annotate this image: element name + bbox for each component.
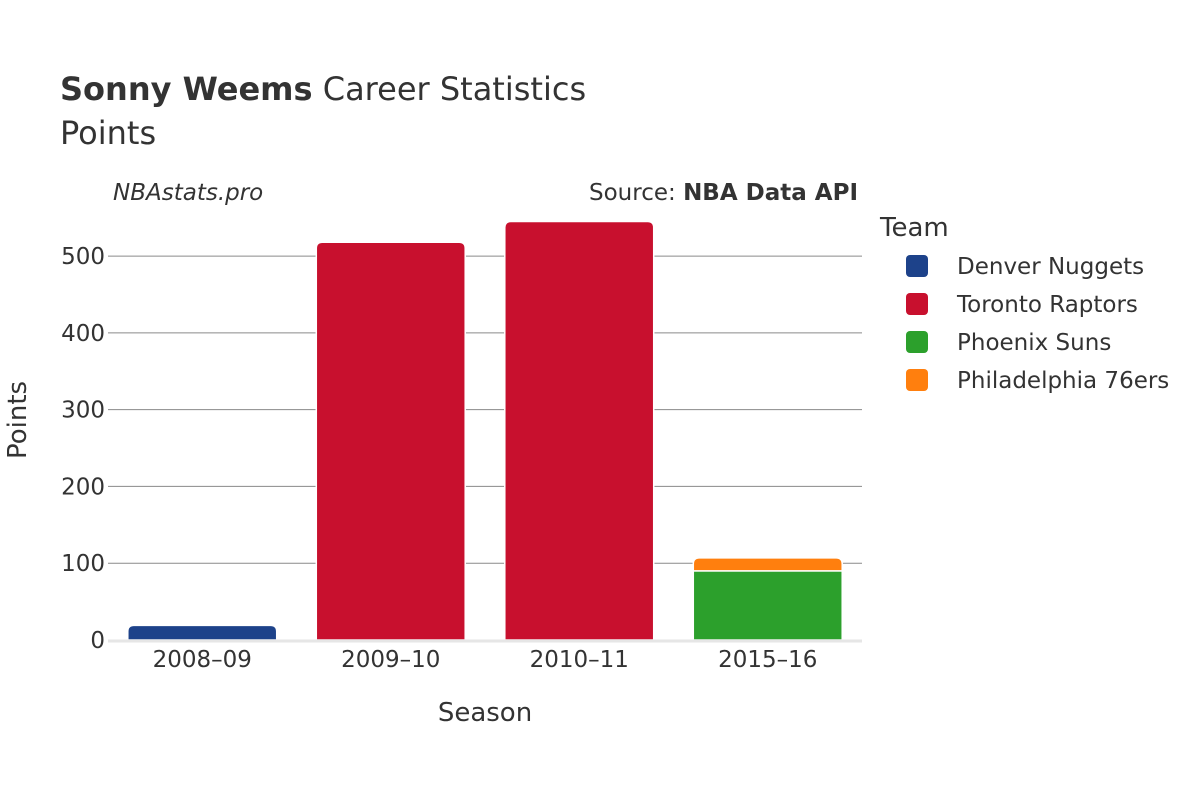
legend-label-phoenix-suns: Phoenix Suns: [957, 330, 1111, 356]
y-tick-label: 500: [61, 244, 105, 270]
x-axis-title: Season: [438, 698, 532, 728]
bar-phoenix-suns-2015-16: [692, 570, 843, 641]
legend-title: Team: [879, 213, 949, 243]
x-tick-label: 2010–11: [530, 647, 629, 673]
x-tick-label: 2015–16: [718, 647, 817, 673]
x-axis-ticks: 2008–09 2009–10 2010–11 2015–16: [153, 647, 818, 673]
source-prefix: Source:: [589, 180, 683, 206]
y-tick-label: 200: [61, 474, 105, 500]
y-tick-label: 0: [90, 628, 105, 654]
x-tick-label: 2009–10: [341, 647, 440, 673]
brand-label: NBAstats.pro: [113, 180, 263, 206]
legend-label-toronto-raptors: Toronto Raptors: [956, 292, 1138, 318]
y-tick-label: 400: [61, 321, 105, 347]
bar-philadelphia-76ers-2015-16: [692, 557, 843, 572]
legend-swatch-toronto-raptors: [906, 293, 928, 315]
legend-swatch-phoenix-suns: [906, 331, 928, 353]
source-label: Source: NBA Data API: [589, 180, 858, 206]
chart-subtitle: Points: [60, 114, 156, 152]
chart-title: Sonny Weems Career Statistics Points: [60, 70, 586, 152]
y-tick-label: 100: [61, 551, 105, 577]
legend-label-denver-nuggets: Denver Nuggets: [957, 254, 1144, 280]
bar-toronto-raptors-2010-11: [504, 220, 655, 641]
x-tick-label: 2008–09: [153, 647, 252, 673]
bar-toronto-raptors-2009-10: [315, 241, 466, 641]
title-player-name: Sonny Weems: [60, 70, 313, 108]
legend-swatch-philadelphia-76ers: [906, 369, 928, 391]
source-name: NBA Data API: [683, 180, 858, 206]
grid-lines: [108, 255, 862, 564]
legend-swatch-denver-nuggets: [906, 255, 928, 277]
bars: [108, 220, 862, 643]
svg-text:Sonny Weems Career Statistics: Sonny Weems Career Statistics: [60, 70, 586, 108]
y-tick-label: 300: [61, 398, 105, 424]
y-axis-ticks: 0 100 200 300 400 500: [61, 244, 105, 654]
legend-label-philadelphia-76ers: Philadelphia 76ers: [957, 368, 1169, 394]
title-rest: Career Statistics: [313, 70, 587, 108]
bar-denver-nuggets-2008-09: [127, 624, 278, 641]
legend: Team Denver Nuggets Toronto Raptors Phoeni…: [879, 213, 1169, 394]
y-axis-title: Points: [3, 381, 33, 459]
